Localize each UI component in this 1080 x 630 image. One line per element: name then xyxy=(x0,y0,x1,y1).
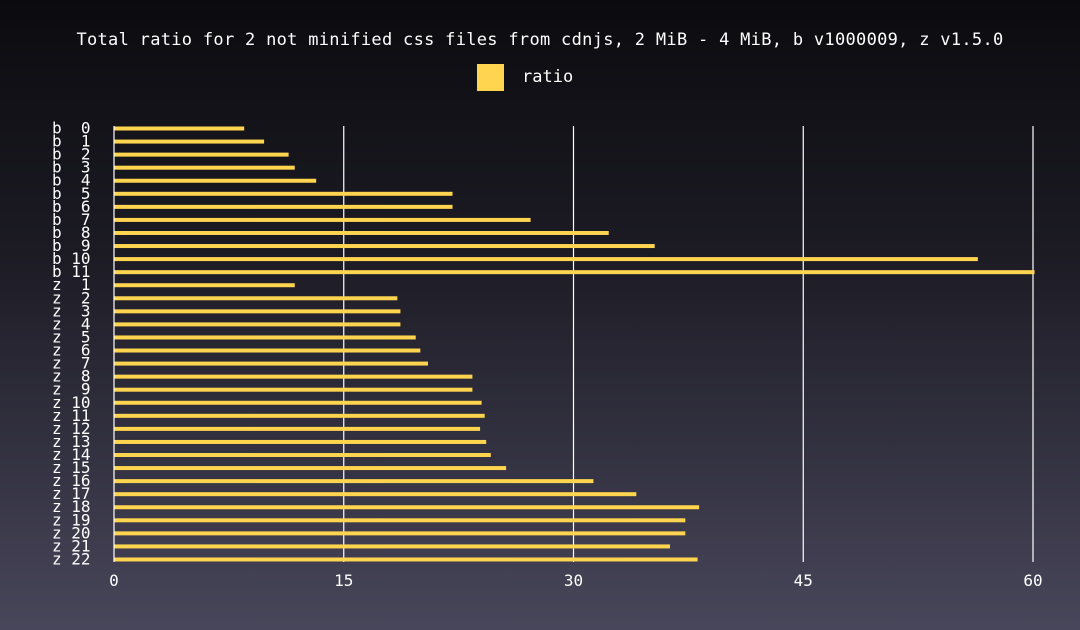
bar xyxy=(114,531,686,536)
bar xyxy=(114,518,686,523)
category-label: z 12 xyxy=(52,419,91,438)
category-label: z 16 xyxy=(52,471,91,490)
x-tick-label: 15 xyxy=(334,571,353,590)
bar xyxy=(114,126,245,131)
chart-title: Total ratio for 2 not minified css files… xyxy=(76,30,1004,50)
bar xyxy=(114,296,398,301)
category-label: b 3 xyxy=(52,158,91,177)
category-labels: b 0b 1b 2b 3b 4b 5b 6b 7b 8b 9b 10b 11z … xyxy=(52,119,91,569)
x-tick-labels: 0 15 30 45 60 xyxy=(109,571,1042,590)
category-label: z 14 xyxy=(52,445,91,464)
category-label: z 20 xyxy=(52,523,91,542)
bar xyxy=(114,178,317,183)
x-tick-label: 60 xyxy=(1023,571,1042,590)
category-label: b 10 xyxy=(52,249,91,268)
category-label: z 2 xyxy=(52,288,91,307)
bar xyxy=(114,453,491,457)
bar xyxy=(114,479,594,484)
bar xyxy=(114,270,1035,275)
bar xyxy=(114,348,421,353)
category-label: b 2 xyxy=(52,145,91,164)
category-label: z 1 xyxy=(52,275,91,294)
category-label: b 8 xyxy=(52,223,91,242)
bar xyxy=(114,557,698,562)
category-label: z 18 xyxy=(52,497,91,516)
category-label: b 4 xyxy=(52,171,91,190)
category-label: z 11 xyxy=(52,406,91,425)
bar xyxy=(114,139,265,144)
bar xyxy=(114,387,473,392)
category-label: z 8 xyxy=(52,367,91,386)
bar xyxy=(114,466,507,471)
bar xyxy=(114,361,428,366)
category-label: z 9 xyxy=(52,380,91,399)
bar xyxy=(114,492,637,497)
category-label: z 7 xyxy=(52,354,91,373)
category-label: z 5 xyxy=(52,327,91,346)
category-label: b 5 xyxy=(52,184,91,203)
x-tick-label: 30 xyxy=(564,571,583,590)
category-label: z 19 xyxy=(52,510,91,529)
bar xyxy=(114,217,531,222)
category-label: z 13 xyxy=(52,432,91,451)
bar xyxy=(114,426,481,431)
legend-swatch xyxy=(477,63,504,91)
category-label: z 10 xyxy=(52,393,91,412)
bar xyxy=(114,191,453,196)
bar xyxy=(114,544,670,549)
grid-lines xyxy=(343,126,1034,562)
category-label: b 1 xyxy=(52,132,91,151)
category-label: z 21 xyxy=(52,536,91,555)
bar xyxy=(114,283,295,288)
bar xyxy=(114,374,473,379)
bar xyxy=(114,204,453,209)
x-tick-label: 45 xyxy=(794,571,813,590)
category-label: b 11 xyxy=(52,262,91,281)
bar xyxy=(114,400,482,405)
bar xyxy=(114,257,978,262)
bar xyxy=(114,152,289,157)
legend-label: ratio xyxy=(522,67,574,87)
category-label: b 7 xyxy=(52,210,91,229)
legend: ratio xyxy=(477,63,573,91)
bar xyxy=(114,322,401,327)
bar xyxy=(114,439,487,444)
category-label: z 4 xyxy=(52,314,91,333)
bar xyxy=(114,244,655,249)
category-label: z 3 xyxy=(52,301,91,320)
bar xyxy=(114,309,401,314)
category-label: b 0 xyxy=(52,119,91,138)
category-label: b 9 xyxy=(52,236,91,255)
category-label: b 6 xyxy=(52,197,91,216)
category-label: z 17 xyxy=(52,484,91,503)
bar xyxy=(114,505,700,510)
category-label: z 6 xyxy=(52,341,91,360)
category-label: z 15 xyxy=(52,458,91,477)
bar xyxy=(114,335,416,340)
bar xyxy=(114,413,485,418)
bar xyxy=(114,165,295,170)
bars xyxy=(114,126,1035,562)
x-tick-label: 0 xyxy=(109,571,119,590)
bar xyxy=(114,230,609,235)
category-label: z 22 xyxy=(52,549,91,568)
